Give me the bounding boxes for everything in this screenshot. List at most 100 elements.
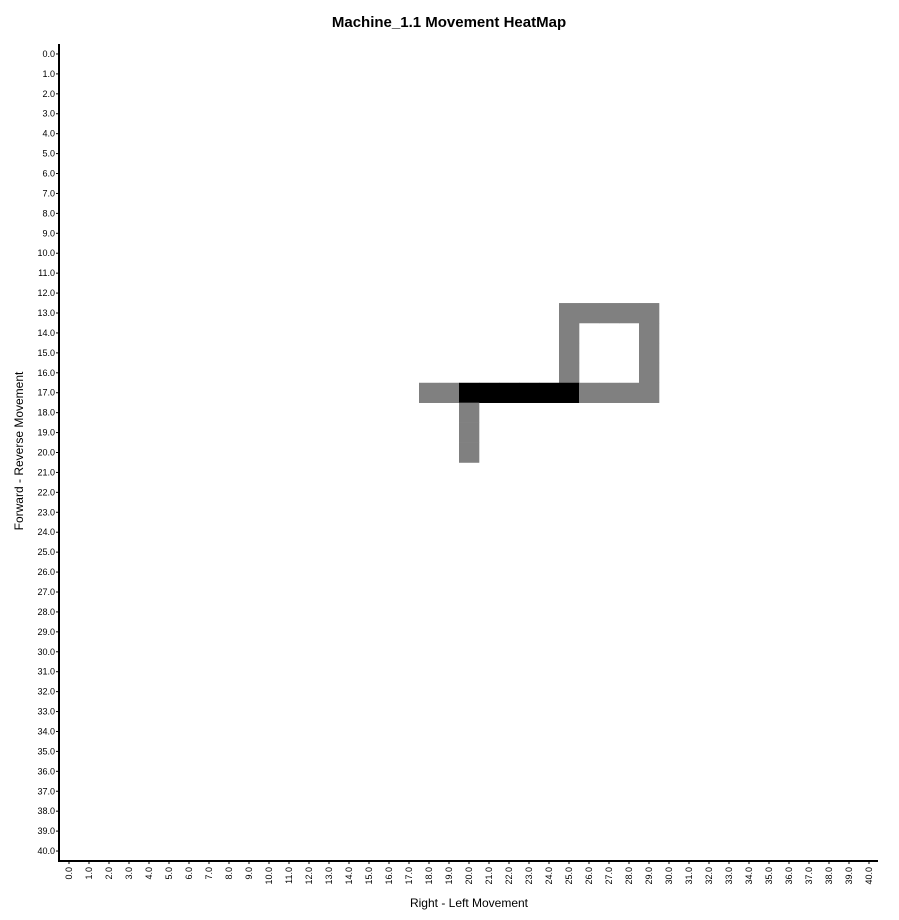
y-axis-label: Forward - Reverse Movement: [12, 371, 26, 530]
y-tick-label: 6.0: [42, 169, 55, 179]
x-tick-label: 15.0: [364, 867, 374, 885]
y-tick-label: 4.0: [42, 129, 55, 139]
y-tick-label: 40.0: [37, 846, 55, 856]
y-tick-label: 22.0: [37, 487, 55, 497]
y-tick-label: 0.0: [42, 49, 55, 59]
heatmap-cell: [459, 382, 480, 403]
x-tick-label: 9.0: [244, 867, 254, 880]
x-tick-label: 4.0: [144, 867, 154, 880]
heatmap-cell: [559, 342, 580, 364]
x-tick-label: 14.0: [344, 867, 354, 885]
x-tick-label: 13.0: [324, 867, 334, 885]
x-tick-label: 2.0: [104, 867, 114, 880]
y-tick-label: 9.0: [42, 228, 55, 238]
x-tick-label: 37.0: [804, 867, 814, 885]
y-tick-label: 29.0: [37, 627, 55, 637]
heatmap-cell: [559, 362, 580, 384]
y-tick-label: 11.0: [38, 268, 55, 278]
x-tick-label: 17.0: [404, 867, 414, 885]
x-tick-label: 18.0: [424, 867, 434, 885]
y-tick-label: 18.0: [37, 408, 55, 418]
y-tick-label: 33.0: [37, 707, 55, 717]
heatmap-cell: [439, 382, 460, 403]
heatmap-cell: [479, 382, 500, 403]
y-tick-label: 7.0: [42, 188, 55, 198]
x-tick-label: 40.0: [864, 867, 874, 885]
y-tick-label: 34.0: [37, 726, 55, 736]
y-tick-label: 14.0: [37, 328, 55, 338]
y-tick-label: 2.0: [42, 89, 55, 99]
y-tick-label: 37.0: [37, 786, 55, 796]
y-tick-label: 24.0: [37, 527, 55, 537]
x-tick-label: 38.0: [824, 867, 834, 885]
x-axis-ticks: 0.0 1.0 2.0 3.0 4.0 5.0 6.0 7.0 8.0 9.0 10.0 11.0 12…: [64, 861, 874, 885]
x-tick-label: 6.0: [184, 867, 194, 880]
heatmap-cell: [599, 382, 620, 403]
y-tick-label: 38.0: [37, 806, 55, 816]
heatmap-cell: [459, 422, 480, 443]
y-tick-label: 39.0: [37, 826, 55, 836]
x-tick-label: 36.0: [784, 867, 794, 885]
x-tick-label: 5.0: [164, 867, 174, 880]
x-tick-label: 0.0: [64, 867, 74, 880]
y-tick-label: 35.0: [37, 746, 55, 756]
y-tick-label: 25.0: [37, 547, 55, 557]
x-tick-label: 3.0: [124, 867, 134, 880]
y-tick-label: 16.0: [37, 368, 55, 378]
heatmap-cell: [559, 303, 580, 324]
heatmap-cell: [639, 342, 660, 364]
heatmap-cell: [619, 303, 640, 324]
x-tick-label: 23.0: [524, 867, 534, 885]
y-tick-label: 26.0: [37, 567, 55, 577]
y-tick-label: 8.0: [42, 208, 55, 218]
y-tick-label: 27.0: [37, 587, 55, 597]
heatmap-cell: [499, 382, 520, 403]
y-tick-label: 30.0: [37, 647, 55, 657]
x-tick-label: 25.0: [564, 867, 574, 885]
y-tick-label: 1.0: [42, 69, 55, 79]
heatmap-cell: [619, 382, 640, 403]
heatmap-cell: [579, 382, 600, 403]
y-tick-label: 19.0: [37, 428, 55, 438]
y-tick-label: 5.0: [42, 149, 55, 159]
x-tick-label: 30.0: [664, 867, 674, 885]
heatmap-cell: [599, 303, 620, 324]
x-tick-label: 24.0: [544, 867, 554, 885]
x-tick-label: 16.0: [384, 867, 394, 885]
y-tick-label: 36.0: [37, 766, 55, 776]
x-tick-label: 31.0: [684, 867, 694, 885]
x-tick-label: 8.0: [224, 867, 234, 880]
heatmap-cell: [639, 322, 660, 344]
x-tick-label: 20.0: [464, 867, 474, 885]
x-tick-label: 32.0: [704, 867, 714, 885]
y-tick-label: 31.0: [37, 667, 55, 677]
y-tick-label: 32.0: [37, 687, 55, 697]
y-tick-label: 23.0: [37, 507, 55, 517]
y-tick-label: 12.0: [37, 288, 55, 298]
x-tick-label: 1.0: [84, 867, 94, 880]
heatmap-cell: [559, 322, 580, 344]
heatmap-cell: [579, 303, 600, 324]
y-tick-label: 3.0: [42, 109, 55, 119]
x-tick-label: 10.0: [264, 867, 274, 885]
x-tick-label: 35.0: [764, 867, 774, 885]
x-tick-label: 7.0: [204, 867, 214, 880]
y-tick-label: 10.0: [37, 248, 55, 258]
heatmap-cells: [419, 303, 660, 463]
x-tick-label: 19.0: [444, 867, 454, 885]
x-tick-label: 29.0: [644, 867, 654, 885]
y-axis-ticks: 0.0 1.0 2.0 3.0 4.0 5.0 6.0 7.0 8.0 9.0 10.0 11.0 12…: [37, 49, 59, 856]
x-tick-label: 33.0: [724, 867, 734, 885]
x-tick-label: 11.0: [284, 867, 294, 884]
x-axis-label: Right - Left Movement: [410, 896, 529, 910]
x-tick-label: 21.0: [484, 867, 494, 885]
x-tick-label: 28.0: [624, 867, 634, 885]
x-tick-label: 27.0: [604, 867, 614, 885]
x-tick-label: 26.0: [584, 867, 594, 885]
heatmap-cell: [559, 382, 580, 403]
y-tick-label: 21.0: [37, 467, 55, 477]
heatmap-cell: [459, 442, 480, 463]
heatmap-cell: [459, 402, 480, 423]
x-tick-label: 39.0: [844, 867, 854, 885]
y-tick-label: 17.0: [37, 388, 55, 398]
